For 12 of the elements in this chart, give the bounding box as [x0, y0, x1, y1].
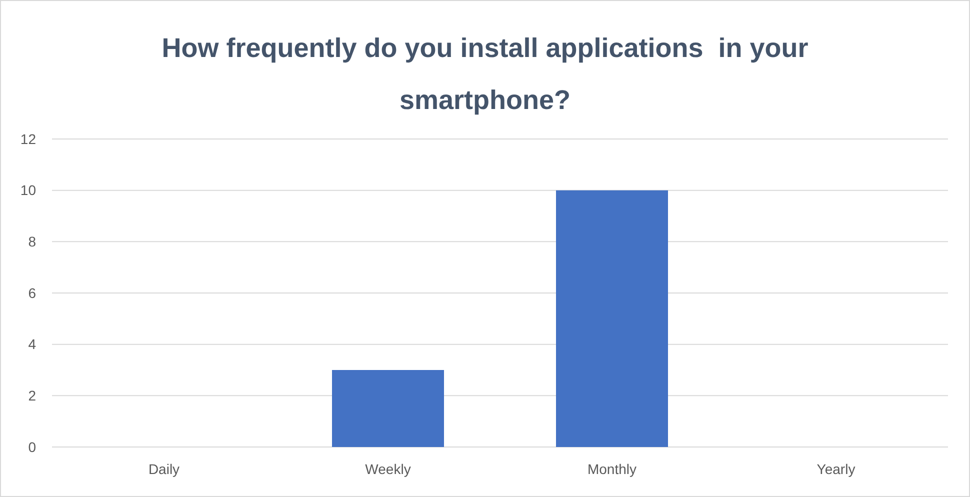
x-tick-label: Yearly: [816, 461, 856, 477]
y-tick-label: 8: [28, 234, 36, 250]
y-tick-label: 10: [20, 182, 36, 198]
x-tick-label: Weekly: [365, 461, 411, 477]
x-tick-label: Daily: [148, 461, 180, 477]
chart-title: How frequently do you install applications in your smartphone?: [160, 32, 810, 117]
y-tick-label: 0: [28, 438, 36, 455]
y-tick-label: 2: [28, 388, 36, 404]
x-tick-label: Monthly: [587, 461, 637, 477]
y-tick-label: 12: [20, 130, 36, 147]
y-tick-label: 6: [28, 284, 36, 301]
y-tick-label: 4: [28, 336, 36, 352]
